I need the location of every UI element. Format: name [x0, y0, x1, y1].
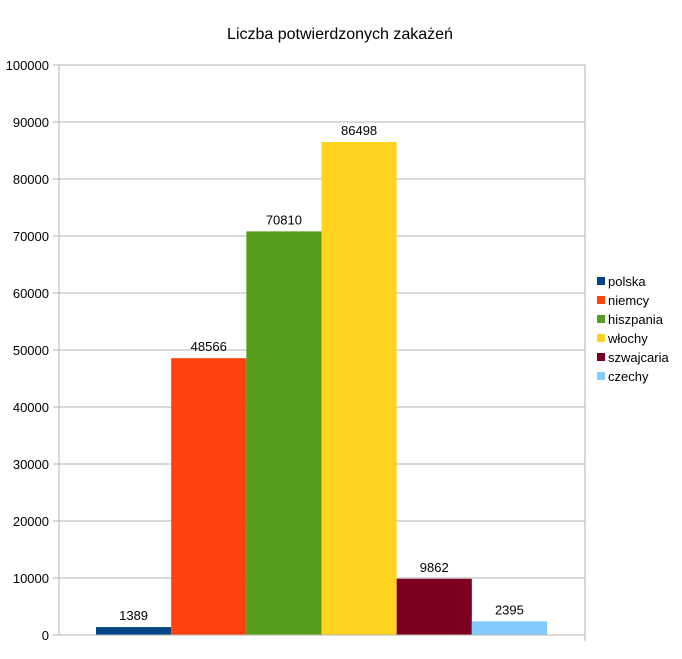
legend-swatch	[597, 372, 605, 380]
legend-label: czechy	[608, 369, 649, 384]
bar-1	[96, 627, 172, 635]
data-label: 48566	[191, 339, 227, 354]
bars	[96, 141, 547, 635]
legend-label: włochy	[607, 331, 648, 346]
data-label: 1389	[119, 608, 148, 623]
bar-2	[171, 358, 247, 635]
legend-swatch	[597, 277, 605, 285]
y-tick-label: 70000	[13, 229, 49, 244]
y-tick-label: 100000	[6, 58, 49, 73]
y-tick-label: 50000	[13, 343, 49, 358]
data-label: 86498	[341, 123, 377, 138]
legend-swatch	[597, 315, 605, 323]
y-tick-label: 30000	[13, 457, 49, 472]
legend-swatch	[597, 353, 605, 361]
data-labels: 1389 48566 70810 86498 9862 2395	[119, 123, 524, 623]
legend-label: niemcy	[608, 293, 650, 308]
y-tick-label: 10000	[13, 571, 49, 586]
y-tick-label: 90000	[13, 115, 49, 130]
legend: polska niemcy hiszpania włochy szwajcaria cze…	[597, 274, 669, 384]
y-tick-label: 60000	[13, 286, 49, 301]
y-tick-label: 80000	[13, 172, 49, 187]
bar-3	[246, 231, 322, 635]
y-tick-label: 40000	[13, 400, 49, 415]
data-label: 2395	[495, 602, 524, 617]
legend-swatch	[597, 296, 605, 304]
chart-title: Liczba potwierdzonych zakażeń	[227, 26, 453, 43]
legend-swatch	[597, 334, 605, 342]
data-label: 9862	[420, 560, 449, 575]
data-label: 70810	[266, 212, 302, 227]
bar-6	[471, 621, 547, 635]
bar-5	[396, 578, 472, 635]
y-axis: 0 10000 20000 30000 40000 50000 60000 70000 8000…	[6, 58, 59, 643]
legend-label: polska	[608, 274, 646, 289]
legend-label: hiszpania	[608, 312, 664, 327]
y-tick-label: 20000	[13, 514, 49, 529]
y-tick-label: 0	[42, 628, 49, 643]
legend-label: szwajcaria	[608, 350, 669, 365]
bar-4	[321, 141, 397, 635]
